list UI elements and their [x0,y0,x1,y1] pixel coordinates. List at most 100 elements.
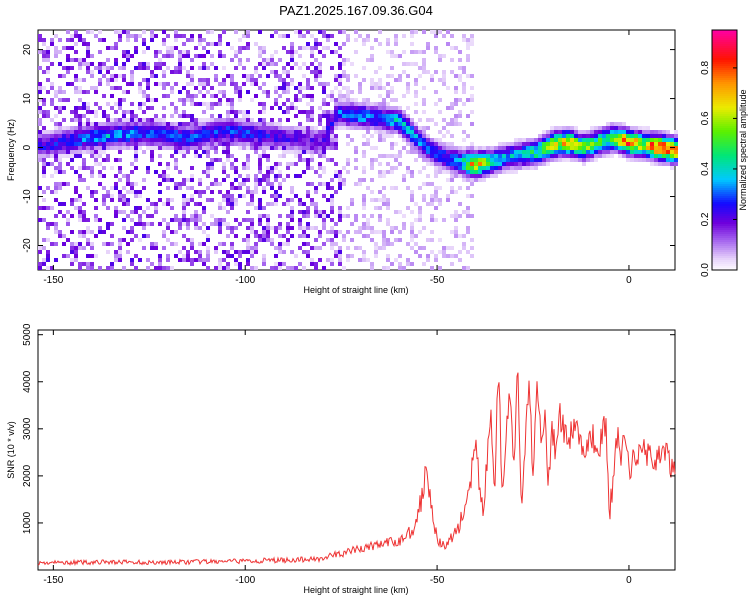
heatmap-cell [138,118,142,122]
heatmap-cell [618,126,622,130]
heatmap-cell [122,62,126,66]
heatmap-cell [174,166,178,170]
heatmap-cell [118,66,122,70]
heatmap-cell [142,130,146,134]
heatmap-cell [262,62,266,66]
heatmap-cell [390,126,394,130]
heatmap-cell [106,146,110,150]
heatmap-cell [174,134,178,138]
heatmap-cell [198,218,202,222]
heatmap-cell [354,74,358,78]
heatmap-cell [282,138,286,142]
heatmap-cell [138,126,142,130]
heatmap-cell [502,158,506,162]
heatmap-cell [38,82,42,86]
heatmap-cell [434,146,438,150]
heatmap-cell [166,34,170,38]
heatmap-cell [342,74,346,78]
heatmap-cell [58,98,62,102]
heatmap-cell [250,202,254,206]
heatmap-cell [594,154,598,158]
heatmap-cell [314,202,318,206]
heatmap-cell [258,222,262,226]
heatmap-cell [358,182,362,186]
heatmap-cell [474,166,478,170]
heatmap-cell [158,138,162,142]
heatmap-cell [410,138,414,142]
heatmap-cell [142,126,146,130]
heatmap-cell [186,114,190,118]
heatmap-cell [278,58,282,62]
heatmap-cell [86,150,90,154]
heatmap-cell [318,70,322,74]
heatmap-cell [430,138,434,142]
heatmap-cell [386,50,390,54]
heatmap-cell [190,242,194,246]
heatmap-cell [394,130,398,134]
heatmap-cell [262,262,266,266]
heatmap-cell [42,42,46,46]
heatmap-cell [66,46,70,50]
heatmap-cell [234,90,238,94]
heatmap-cell [490,170,494,174]
heatmap-cell [166,222,170,226]
heatmap-cell [286,82,290,86]
heatmap-cell [394,126,398,130]
heatmap-cell [602,138,606,142]
heatmap-cell [386,106,390,110]
heatmap-cell [118,254,122,258]
heatmap-cell [538,142,542,146]
heatmap-cell [122,122,126,126]
heatmap-cell [278,74,282,78]
heatmap-cell [342,94,346,98]
heatmap-cell [158,258,162,262]
heatmap-cell [286,110,290,114]
heatmap-cell [246,178,250,182]
heatmap-cell [154,50,158,54]
heatmap-cell [254,130,258,134]
heatmap-cell [450,58,454,62]
heatmap-cell [118,146,122,150]
heatmap-cell [130,134,134,138]
heatmap-cell [662,142,666,146]
heatmap-cell [306,206,310,210]
heatmap-cell [378,82,382,86]
heatmap-cell [50,142,54,146]
heatmap-cell [374,82,378,86]
heatmap-cell [286,198,290,202]
heatmap-cell [338,262,342,266]
heatmap-cell [638,126,642,130]
colorbar-tick-label: 0.0 [700,263,711,277]
heatmap-cell [38,218,42,222]
heatmap-cell [230,242,234,246]
heatmap-cell [102,62,106,66]
heatmap-cell [230,246,234,250]
heatmap-cell [86,90,90,94]
heatmap-cell [222,250,226,254]
heatmap-cell [126,30,130,34]
heatmap-cell [170,102,174,106]
colorbar-segment [712,140,737,143]
heatmap-cell [218,98,222,102]
heatmap-cell [458,110,462,114]
heatmap-cell [298,150,302,154]
heatmap-cell [174,162,178,166]
heatmap-cell [182,66,186,70]
heatmap-cell [186,142,190,146]
heatmap-cell [94,206,98,210]
heatmap-cell [374,250,378,254]
heatmap-cell [314,190,318,194]
colorbar-segment [712,222,737,225]
heatmap-cell [46,50,50,54]
heatmap-cell [194,86,198,90]
heatmap-cell [538,154,542,158]
heatmap-cell [466,46,470,50]
heatmap-cell [50,206,54,210]
heatmap-cell [74,34,78,38]
heatmap-cell [182,122,186,126]
heatmap-cell [106,138,110,142]
heatmap-cell [166,54,170,58]
colorbar-segment [712,144,737,147]
heatmap-cell [414,218,418,222]
heatmap-cell [590,134,594,138]
